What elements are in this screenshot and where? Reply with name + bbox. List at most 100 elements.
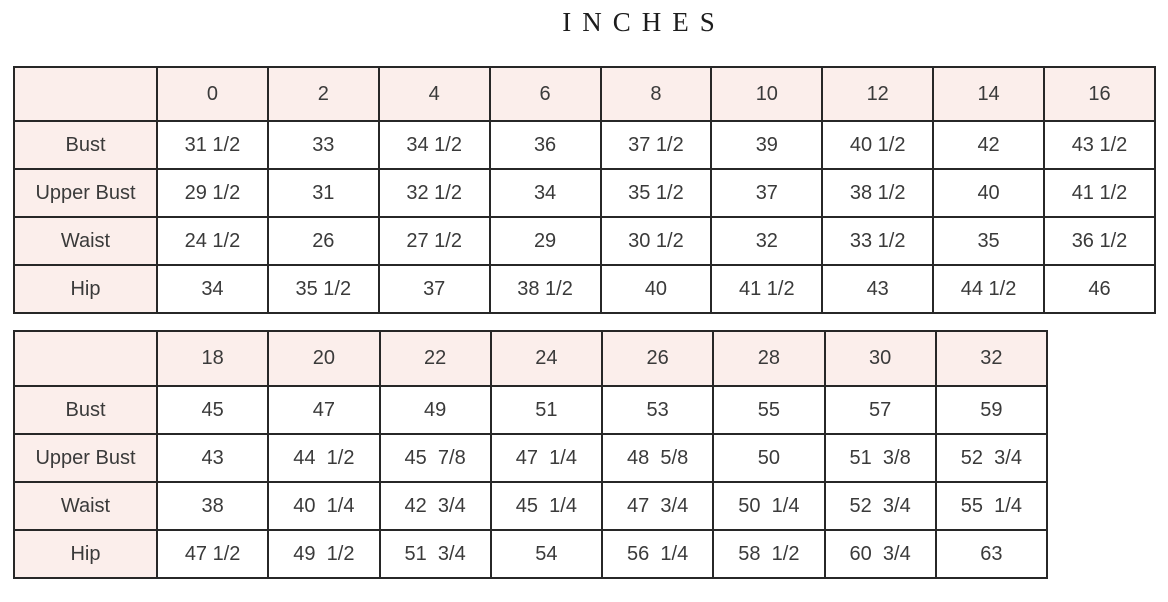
value-cell: 45 7/8: [378, 433, 492, 483]
value-cell: 29: [488, 216, 602, 266]
row-label: Bust: [13, 385, 158, 435]
size-header-cell: 26: [600, 330, 715, 387]
size-header-cell: 8: [599, 66, 713, 122]
row-label: Bust: [13, 120, 158, 170]
size-header-cell: 20: [267, 330, 381, 387]
table-row-bust: Bust 45 47 49 51 53 55 57 59: [13, 385, 1049, 435]
value-cell: 55: [712, 385, 826, 435]
size-header-cell: 18: [155, 330, 270, 387]
value-cell: 35 1/2: [599, 168, 713, 218]
value-cell: 57: [823, 385, 937, 435]
value-cell: 37: [710, 168, 824, 218]
value-cell: 35: [932, 216, 1045, 266]
value-cell: 41 1/2: [710, 264, 824, 314]
value-cell: 40 1/4: [267, 481, 381, 531]
value-cell: 54: [489, 529, 604, 579]
value-cell: 47 1/2: [155, 529, 270, 579]
value-cell: 39: [710, 120, 824, 170]
size-header-cell: 2: [266, 66, 380, 122]
corner-cell: [13, 66, 158, 122]
value-cell: 30 1/2: [599, 216, 713, 266]
size-header-cell: 10: [710, 66, 824, 122]
value-cell: 35 1/2: [266, 264, 380, 314]
value-cell: 32 1/2: [377, 168, 491, 218]
value-cell: 53: [600, 385, 715, 435]
value-cell: 55 1/4: [934, 481, 1049, 531]
value-cell: 36: [488, 120, 602, 170]
value-cell: 50: [712, 433, 826, 483]
size-table-0-16: 0 2 4 6 8 10 12 14 16 Bust 31 1/2 33 34 …: [13, 66, 1156, 314]
value-cell: 58 1/2: [712, 529, 826, 579]
value-cell: 63: [934, 529, 1049, 579]
value-cell: 42 3/4: [378, 481, 492, 531]
table-row-bust: Bust 31 1/2 33 34 1/2 36 37 1/2 39 40 1/…: [13, 120, 1156, 170]
size-table-18-32: 18 20 22 24 26 28 30 32 Bust 45 47 49 51…: [13, 330, 1049, 579]
value-cell: 59: [934, 385, 1049, 435]
row-label: Hip: [13, 529, 158, 579]
corner-cell: [13, 330, 158, 387]
size-header-cell: 24: [489, 330, 604, 387]
value-cell: 43 1/2: [1043, 120, 1156, 170]
value-cell: 45 1/4: [489, 481, 604, 531]
value-cell: 27 1/2: [377, 216, 491, 266]
size-header-cell: 0: [156, 66, 269, 122]
value-cell: 38 1/2: [488, 264, 602, 314]
value-cell: 49: [378, 385, 492, 435]
value-cell: 43: [155, 433, 270, 483]
value-cell: 34: [156, 264, 269, 314]
value-cell: 42: [932, 120, 1045, 170]
value-cell: 38 1/2: [821, 168, 935, 218]
value-cell: 48 5/8: [600, 433, 715, 483]
table-row-waist: Waist 24 1/2 26 27 1/2 29 30 1/2 32 33 1…: [13, 216, 1156, 266]
value-cell: 37 1/2: [599, 120, 713, 170]
value-cell: 34 1/2: [377, 120, 491, 170]
value-cell: 33: [266, 120, 380, 170]
value-cell: 32: [710, 216, 824, 266]
value-cell: 52 3/4: [934, 433, 1049, 483]
table-row-hip: Hip 34 35 1/2 37 38 1/2 40 41 1/2 43 44 …: [13, 264, 1156, 314]
value-cell: 36 1/2: [1043, 216, 1156, 266]
value-cell: 40: [932, 168, 1045, 218]
value-cell: 40 1/2: [821, 120, 935, 170]
table-row-upper-bust: Upper Bust 43 44 1/2 45 7/8 47 1/4 48 5/…: [13, 433, 1049, 483]
size-header-cell: 6: [488, 66, 602, 122]
size-header-cell: 16: [1043, 66, 1156, 122]
value-cell: 51: [489, 385, 604, 435]
size-header-cell: 32: [934, 330, 1049, 387]
size-header-cell: 28: [712, 330, 826, 387]
value-cell: 40: [599, 264, 713, 314]
page-title: INCHES: [562, 7, 726, 37]
value-cell: 37: [377, 264, 491, 314]
size-header-cell: 4: [377, 66, 491, 122]
value-cell: 47: [267, 385, 381, 435]
row-label: Hip: [13, 264, 158, 314]
value-cell: 31 1/2: [156, 120, 269, 170]
table-row-waist: Waist 38 40 1/4 42 3/4 45 1/4 47 3/4 50 …: [13, 481, 1049, 531]
value-cell: 51 3/4: [378, 529, 492, 579]
table-row-hip: Hip 47 1/2 49 1/2 51 3/4 54 56 1/4 58 1/…: [13, 529, 1049, 579]
size-header-cell: 22: [378, 330, 492, 387]
value-cell: 33 1/2: [821, 216, 935, 266]
row-label: Waist: [13, 216, 158, 266]
size-header-row: 0 2 4 6 8 10 12 14 16: [13, 66, 1156, 122]
value-cell: 45: [155, 385, 270, 435]
value-cell: 43: [821, 264, 935, 314]
value-cell: 49 1/2: [267, 529, 381, 579]
value-cell: 52 3/4: [823, 481, 937, 531]
value-cell: 60 3/4: [823, 529, 937, 579]
value-cell: 56 1/4: [600, 529, 715, 579]
size-header-row: 18 20 22 24 26 28 30 32: [13, 330, 1049, 387]
size-header-cell: 12: [821, 66, 935, 122]
row-label: Upper Bust: [13, 168, 158, 218]
value-cell: 38: [155, 481, 270, 531]
value-cell: 47 3/4: [600, 481, 715, 531]
value-cell: 26: [266, 216, 380, 266]
size-header-cell: 14: [932, 66, 1045, 122]
value-cell: 47 1/4: [489, 433, 604, 483]
row-label: Waist: [13, 481, 158, 531]
value-cell: 24 1/2: [156, 216, 269, 266]
value-cell: 31: [266, 168, 380, 218]
value-cell: 51 3/8: [823, 433, 937, 483]
value-cell: 34: [488, 168, 602, 218]
table-row-upper-bust: Upper Bust 29 1/2 31 32 1/2 34 35 1/2 37…: [13, 168, 1156, 218]
